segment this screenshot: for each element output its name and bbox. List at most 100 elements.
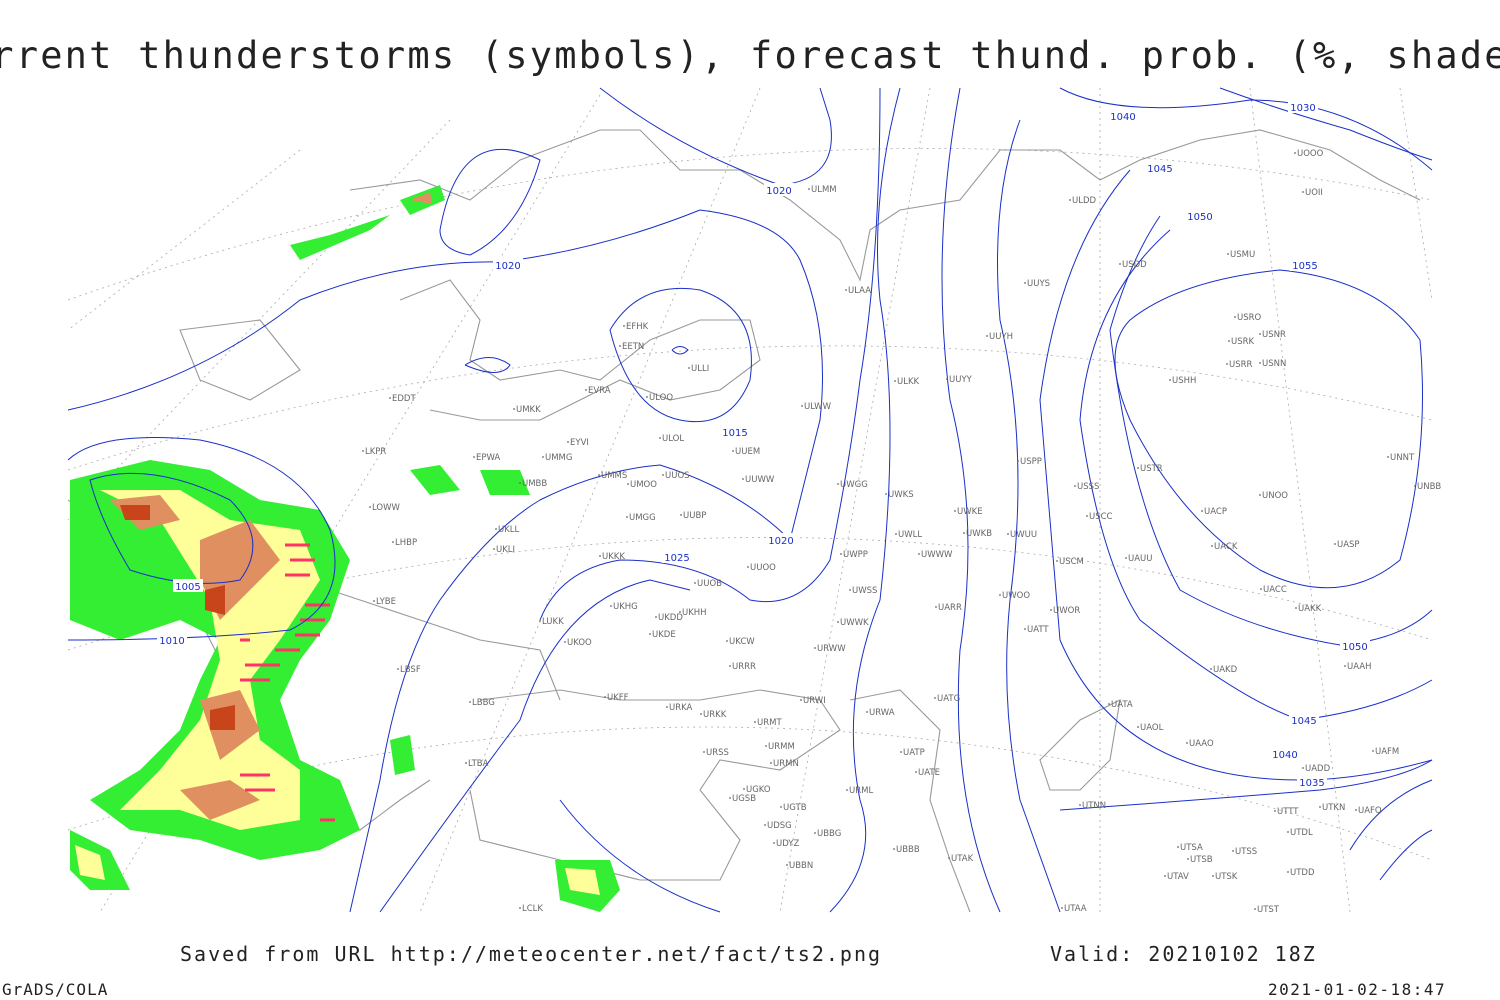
station-code: LYBE [376, 597, 396, 607]
station-code: URWI [803, 696, 826, 706]
station-dot [1372, 750, 1374, 752]
station-code: ULLI [691, 364, 709, 374]
station-code: UAFM [1375, 747, 1399, 757]
station-code: UKFF [607, 693, 629, 703]
station-dot [392, 541, 394, 543]
station-code: UUEM [735, 447, 760, 457]
station-code: LCLK [522, 904, 543, 914]
station-code: UKHH [682, 608, 707, 618]
station-code: UKOO [567, 638, 592, 648]
station-code: UOOO [1297, 149, 1324, 159]
station-dot [598, 474, 600, 476]
station-code: UWLL [898, 530, 922, 540]
station-code: LOWW [372, 503, 401, 513]
station-code: UMMS [601, 471, 627, 481]
station-dot [649, 633, 651, 635]
station-code: UADD [1305, 764, 1331, 774]
station-dot [935, 606, 937, 608]
station-dot [934, 697, 936, 699]
station-dot [373, 600, 375, 602]
station-dot [1007, 533, 1009, 535]
station-dot [369, 506, 371, 508]
station-dot [732, 450, 734, 452]
station-dot [626, 516, 628, 518]
station-code: UWOR [1053, 606, 1080, 616]
station-dot [801, 405, 803, 407]
station-code: UUOO [750, 563, 776, 573]
station-code: URML [849, 786, 873, 796]
station-code: URWA [869, 708, 895, 718]
station-code: USMU [1230, 250, 1255, 260]
station-dot [619, 345, 621, 347]
station-code: UUYY [949, 375, 973, 385]
station-code: UAAO [1189, 739, 1214, 749]
station-code: ULWW [804, 402, 832, 412]
station-code: UWWK [840, 618, 869, 628]
station-dot [1201, 510, 1203, 512]
software: GrADS/COLA [2, 980, 108, 999]
isobar-label-bg [1185, 209, 1215, 222]
station-dot [1226, 363, 1228, 365]
station-code: ULMM [811, 185, 837, 195]
station-code: UOII [1305, 188, 1323, 198]
station-dot [1355, 809, 1357, 811]
station-dot [986, 335, 988, 337]
station-code: URKK [703, 710, 727, 720]
station-code: UTAV [1167, 872, 1189, 882]
station-code: UTSA [1180, 843, 1203, 853]
station-dot [623, 325, 625, 327]
isobar-label-bg [157, 633, 187, 646]
station-dot [999, 594, 1001, 596]
station-dot [729, 797, 731, 799]
station-dot [1387, 456, 1389, 458]
station-dot [948, 857, 950, 859]
station-code: UDSG [767, 821, 792, 831]
station-code: URRR [732, 662, 756, 672]
station-code: UMMG [545, 453, 572, 463]
station-dot [703, 751, 705, 753]
isobar-label: 1015 [722, 428, 747, 439]
station-dot [495, 528, 497, 530]
station-dot [1227, 253, 1229, 255]
station-code: UASP [1337, 540, 1360, 550]
station-dot [1079, 804, 1081, 806]
station-code: UWOO [1002, 591, 1030, 601]
station-code: EFHK [626, 322, 649, 332]
station-dot [786, 864, 788, 866]
station-dot [915, 771, 917, 773]
station-dot [610, 605, 612, 607]
station-dot [469, 701, 471, 703]
station-code: UKHG [613, 602, 638, 612]
map-area: ULMM ULDD UOOO UOII USDD USMU ULAA UUYS USRO USRK… [67, 87, 1441, 915]
station-dot [662, 474, 664, 476]
station-dot [893, 848, 895, 850]
station-dot [679, 611, 681, 613]
station-dot [1086, 515, 1088, 517]
station-dot [1287, 871, 1289, 873]
station-code: UKLI [496, 545, 515, 555]
isobars [67, 87, 1433, 913]
station-dot [513, 408, 515, 410]
station-dot [840, 553, 842, 555]
isobar-label-bg [493, 258, 523, 271]
station-code: UUBP [683, 511, 706, 521]
isobar-label-bg [1290, 258, 1320, 271]
isobar-label: 1020 [495, 261, 520, 272]
station-code: USCC [1089, 512, 1113, 522]
isobar-label: 1045 [1291, 716, 1316, 727]
station-code: UWKB [966, 529, 992, 539]
isobar-label: 1025 [664, 553, 689, 564]
station-dot [894, 380, 896, 382]
station-code: UGKO [746, 785, 771, 795]
station-dot [1295, 607, 1297, 609]
station-code: EETN [622, 342, 644, 352]
station-dot [1210, 668, 1212, 670]
station-code: UACC [1263, 585, 1287, 595]
station-dot [1056, 560, 1058, 562]
station-code: USNR [1262, 330, 1286, 340]
station-dot [1024, 628, 1026, 630]
valid-time: Valid: 20210102 18Z [1050, 942, 1317, 966]
station-code: LHBP [395, 538, 417, 548]
station-dot [1069, 199, 1071, 201]
